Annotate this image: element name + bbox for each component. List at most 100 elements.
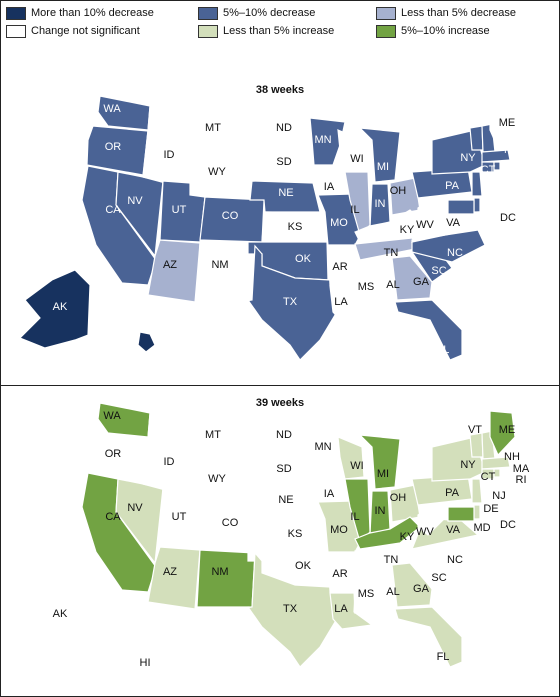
state-tx (219, 244, 339, 361)
us-map-38-weeks: WA OR CA NV ID MT WY UT CO AZ NM ND SD NE KS OK TX MN IA MO… (18, 95, 530, 362)
state-label-ut: UT (172, 204, 187, 216)
map-labels: WA OR CA NV ID MT WY UT CO AZ NM ND SD NE KS OK TX MN IA MO… (53, 410, 530, 669)
state-label-ma: MA (513, 156, 530, 168)
legend-label: Less than 5% decrease (401, 7, 516, 19)
state-label-il: IL (350, 204, 359, 216)
state-label-az: AZ (163, 259, 177, 271)
state-label-ar: AR (332, 568, 347, 580)
state-label-ct: CT (481, 471, 496, 483)
state-wa (97, 95, 151, 131)
state-label-nv: NV (127, 502, 143, 514)
state-label-ok: OK (295, 253, 312, 265)
state-label-sd: SD (276, 463, 291, 475)
state-label-or: OR (105, 448, 122, 460)
legend-label: Less than 5% increase (223, 25, 335, 37)
legend-item-dec5-10: 5%–10% decrease (198, 6, 315, 20)
panel-divider (0, 385, 560, 386)
legend-swatch (6, 24, 26, 38)
state-label-nm: NM (211, 566, 228, 578)
state-ct (481, 161, 495, 173)
state-md (447, 199, 475, 215)
state-label-ak: AK (53, 301, 68, 313)
state-ak (18, 269, 91, 349)
state-ar (327, 552, 357, 593)
state-label-mi: MI (377, 161, 389, 173)
state-md (447, 506, 475, 522)
state-de (473, 197, 481, 213)
state-mi (358, 127, 401, 183)
state-label-ut: UT (172, 511, 187, 523)
state-label-va: VA (446, 524, 461, 536)
state-label-az: AZ (163, 566, 177, 578)
state-hi (137, 638, 156, 660)
state-label-al: AL (386, 586, 399, 598)
state-label-nd: ND (276, 429, 292, 441)
state-label-la: LA (334, 603, 348, 615)
panel-title: 38 weeks (255, 84, 305, 96)
state-tx (219, 551, 339, 668)
state-label-ms: MS (358, 281, 375, 293)
state-label-fl: FL (437, 344, 450, 356)
state-fl (394, 299, 463, 361)
state-me (489, 410, 516, 457)
state-fl (394, 606, 463, 668)
state-label-mi: MI (377, 468, 389, 480)
state-label-de: DE (483, 503, 498, 515)
state-label-dc: DC (500, 519, 516, 531)
state-ky (354, 209, 421, 243)
state-label-ar: AR (332, 261, 347, 273)
state-label-nh: NH (504, 451, 520, 463)
state-nm (196, 549, 256, 608)
legend-swatch (6, 6, 26, 20)
state-label-ne: NE (278, 187, 293, 199)
legend-label: 5%–10% increase (401, 25, 490, 37)
state-label-ga: GA (413, 583, 430, 595)
state-label-ia: IA (324, 181, 335, 193)
state-label-vt: VT (468, 424, 482, 436)
map-labels: WA OR CA NV ID MT WY UT CO AZ NM ND SD NE KS OK TX MN IA MO… (53, 103, 530, 362)
state-wv (417, 506, 445, 536)
state-label-dc: DC (500, 212, 516, 224)
state-label-id: ID (164, 456, 175, 468)
state-sd (251, 149, 314, 183)
legend-label: Change not significant (31, 25, 140, 37)
state-label-tn: TN (384, 247, 399, 259)
state-label-or: OR (105, 141, 122, 153)
state-sd (251, 456, 314, 490)
panel-title: 39 weeks (255, 397, 305, 409)
state-dc (477, 211, 483, 217)
state-label-ok: OK (295, 560, 312, 572)
state-label-co: CO (222, 210, 239, 222)
state-label-nh: NH (504, 144, 520, 156)
state-label-mn: MN (314, 441, 331, 453)
state-ma (481, 456, 511, 470)
state-label-mt: MT (205, 122, 221, 134)
state-me (489, 103, 516, 150)
state-az (147, 239, 201, 303)
state-label-hi: HI (140, 657, 151, 669)
state-label-nc: NC (447, 247, 463, 259)
legend-swatch (376, 6, 396, 20)
state-label-wy: WY (208, 473, 226, 485)
state-label-nj: NJ (492, 490, 505, 502)
state-nm (196, 242, 256, 301)
legend-swatch (376, 24, 396, 38)
state-label-fl: FL (437, 651, 450, 663)
state-mi (358, 434, 401, 490)
state-label-tx: TX (283, 603, 298, 615)
state-label-ri: RI (516, 474, 527, 486)
state-label-wi: WI (350, 460, 363, 472)
state-vt (469, 125, 484, 151)
state-nj (471, 171, 483, 197)
legend-swatch (198, 24, 218, 38)
state-label-ky: KY (400, 224, 415, 236)
state-wi (337, 436, 365, 480)
state-ar (327, 245, 357, 286)
state-label-ri: RI (516, 167, 527, 179)
state-label-ak: AK (53, 608, 68, 620)
state-mt (162, 109, 259, 161)
state-wi (337, 129, 365, 173)
legend-item-inc5-10: 5%–10% increase (376, 24, 490, 38)
state-mn (309, 117, 346, 166)
state-al (371, 257, 396, 301)
